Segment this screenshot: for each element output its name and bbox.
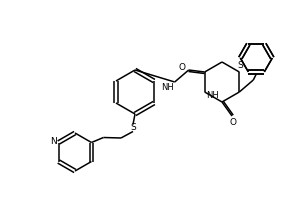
Text: NH: NH (206, 91, 218, 100)
Text: NH: NH (161, 83, 174, 92)
Text: S: S (130, 123, 136, 132)
Text: N: N (50, 137, 56, 146)
Text: O: O (230, 118, 236, 127)
Text: O: O (179, 64, 186, 72)
Text: S: S (237, 61, 243, 70)
